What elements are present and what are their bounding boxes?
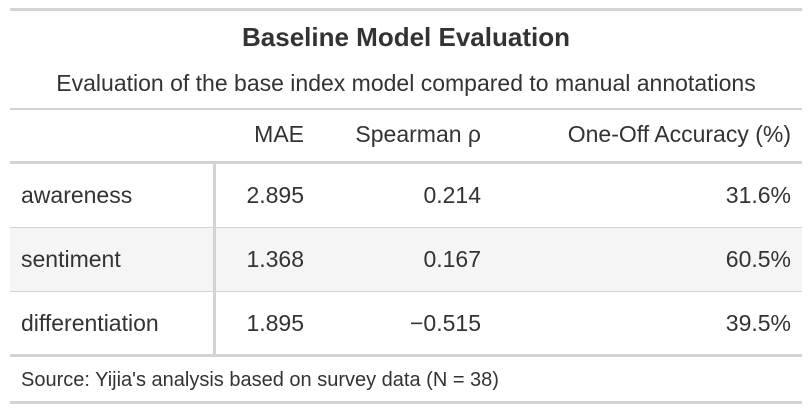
stub-column-divider bbox=[213, 163, 216, 355]
table-title: Baseline Model Evaluation bbox=[242, 22, 570, 52]
column-header-bottom-rule bbox=[10, 161, 802, 164]
row-label: sentiment bbox=[21, 246, 121, 272]
spearman-cell: 0.167 bbox=[423, 246, 481, 272]
column-header-spearman: Spearman ρ bbox=[355, 121, 481, 147]
heading-bottom-rule bbox=[10, 108, 802, 110]
table-row: differentiation 1.895 −0.515 39.5% bbox=[10, 292, 802, 355]
table-bottom-rule bbox=[10, 401, 802, 404]
table-row: awareness 2.895 0.214 31.6% bbox=[10, 164, 802, 227]
table-body-bottom-rule bbox=[10, 354, 802, 357]
mae-cell: 1.895 bbox=[246, 310, 304, 336]
row-label: awareness bbox=[21, 182, 133, 208]
row-divider bbox=[10, 227, 802, 228]
mae-cell: 1.368 bbox=[246, 246, 304, 272]
spearman-cell: 0.214 bbox=[423, 182, 481, 208]
column-header-accuracy: One-Off Accuracy (%) bbox=[567, 121, 791, 147]
table-subtitle: Evaluation of the base index model compa… bbox=[56, 70, 756, 96]
accuracy-cell: 31.6% bbox=[725, 182, 791, 208]
spearman-cell: −0.515 bbox=[410, 310, 481, 336]
accuracy-cell: 60.5% bbox=[725, 246, 791, 272]
mae-cell: 2.895 bbox=[246, 182, 304, 208]
column-header-mae: MAE bbox=[254, 121, 304, 147]
row-divider bbox=[10, 291, 802, 292]
source-note: Source: Yijia's analysis based on survey… bbox=[21, 369, 499, 391]
table-row: sentiment 1.368 0.167 60.5% bbox=[10, 228, 802, 291]
table-top-rule bbox=[10, 8, 802, 11]
accuracy-cell: 39.5% bbox=[725, 310, 791, 336]
row-label: differentiation bbox=[21, 310, 159, 336]
